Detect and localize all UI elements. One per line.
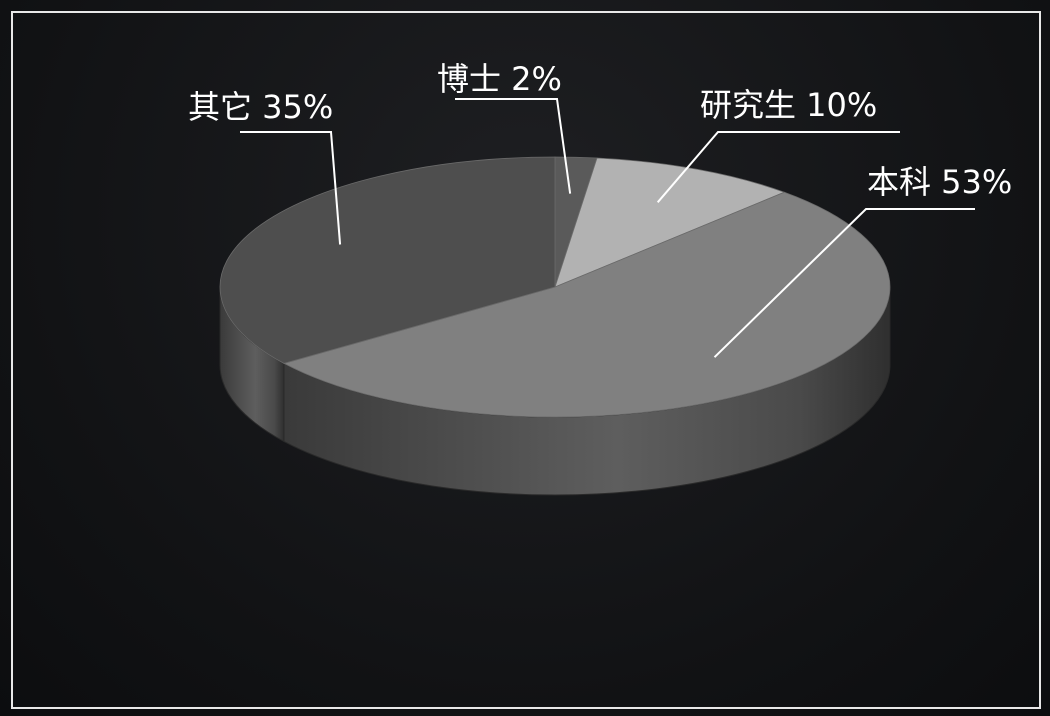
leader-line-博士 [455, 98, 572, 194]
pie-slice-研究生 [554, 157, 786, 288]
leader-line-研究生 [656, 131, 900, 203]
pie-leader-lines [240, 98, 975, 358]
pie-slice-其它 [219, 156, 556, 364]
slice-label-benke: 本科 53% [867, 163, 1012, 201]
leader-line-其它 [240, 131, 342, 245]
leader-line-本科 [713, 208, 975, 358]
slice-label-qita: 其它 35% [188, 88, 333, 126]
pie-slices [219, 156, 891, 418]
slice-label-boshi: 博士 2% [437, 60, 562, 98]
pie-labels: 博士 2% 研究生 10% 本科 53% 其它 35% [188, 60, 1012, 201]
chart-frame [11, 11, 1041, 709]
pie-slice-本科 [282, 191, 891, 418]
slice-label-yanjiusheng: 研究生 10% [700, 86, 877, 124]
